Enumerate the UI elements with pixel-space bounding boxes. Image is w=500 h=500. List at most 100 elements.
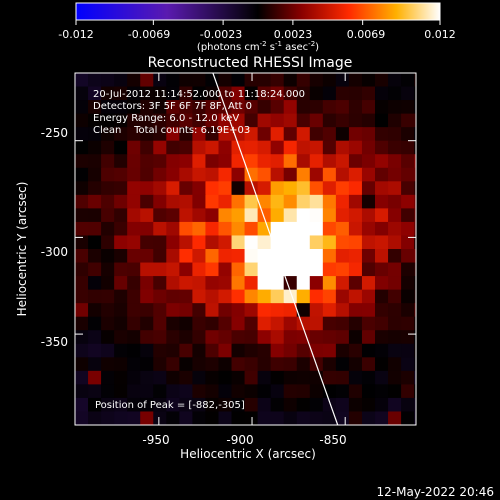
heatmap-cell xyxy=(375,140,389,155)
heatmap-cell xyxy=(127,86,141,101)
heatmap-cell xyxy=(244,140,259,155)
heatmap-cell xyxy=(335,262,350,277)
heatmap-cell xyxy=(388,411,402,425)
colorbar-tick-labels: -0.012 -0.0069 -0.0023 0.0023 0.0069 0.0… xyxy=(58,28,455,41)
heatmap-cell xyxy=(205,221,220,237)
heatmap-cell xyxy=(361,330,376,345)
heatmap-cell xyxy=(166,167,180,182)
heatmap-cell xyxy=(127,262,141,277)
heatmap-cell xyxy=(361,357,376,372)
heatmap-cell xyxy=(101,221,115,237)
heatmap-cell xyxy=(114,262,128,277)
heatmap-cell xyxy=(414,167,416,182)
heatmap-cell xyxy=(348,330,363,345)
heatmap-cell xyxy=(179,73,193,88)
heatmap-cell xyxy=(414,86,416,101)
heatmap-cell xyxy=(244,208,259,223)
heatmap-cell xyxy=(244,73,259,88)
heatmap-cell xyxy=(114,194,128,209)
heatmap-cell xyxy=(75,235,89,250)
heatmap-cell xyxy=(348,100,363,115)
heatmap-cell xyxy=(414,384,416,399)
footer-date: 12-May-2022 20:46 xyxy=(377,485,494,499)
heatmap-cell xyxy=(283,249,298,264)
heatmap-cell xyxy=(166,289,180,304)
heatmap-cell xyxy=(231,86,246,101)
heatmap-cell xyxy=(348,127,363,142)
heatmap-cell xyxy=(75,73,89,88)
heatmap-cell xyxy=(322,221,337,237)
heatmap-cell xyxy=(114,86,128,101)
heatmap-cell xyxy=(231,154,246,169)
heatmap-cell xyxy=(270,221,285,237)
heatmap-cell xyxy=(75,303,89,318)
heatmap-cell xyxy=(153,235,167,250)
heatmap-cell xyxy=(88,262,102,277)
heatmap-cell xyxy=(179,221,193,237)
heatmap-cell xyxy=(322,411,337,425)
heatmap-cell xyxy=(414,140,416,155)
heatmap-cell xyxy=(322,86,337,101)
heatmap-cell xyxy=(401,221,415,237)
heatmap-cell xyxy=(75,343,89,358)
heatmap-cell xyxy=(375,127,389,142)
heatmap-cell xyxy=(205,289,220,304)
heatmap-cell xyxy=(231,181,246,196)
heatmap-cell xyxy=(140,140,154,155)
heatmap-cell xyxy=(192,235,207,250)
heatmap-cell xyxy=(375,154,389,169)
heatmap-cell xyxy=(114,221,128,237)
heatmap-cell xyxy=(322,316,337,331)
heatmap-cell xyxy=(101,86,115,101)
heatmap-cell xyxy=(140,397,154,413)
heatmap-cell xyxy=(75,221,89,237)
heatmap-cell xyxy=(335,343,350,358)
heatmap-cell xyxy=(140,303,154,318)
heatmap-cell xyxy=(335,411,350,425)
heatmap-cell xyxy=(179,249,193,264)
heatmap-cell xyxy=(270,181,285,196)
heatmap-cell xyxy=(153,330,167,345)
heatmap-cell xyxy=(322,370,337,385)
heatmap-cell xyxy=(231,397,246,413)
info-counts: Clean Total counts: 6.19E+03 xyxy=(93,125,250,136)
heatmap-cell xyxy=(192,330,207,345)
heatmap-cell xyxy=(296,140,311,155)
heatmap-cell xyxy=(296,289,311,304)
colorbar-ticks xyxy=(75,20,441,25)
heatmap-cell xyxy=(127,316,141,331)
heatmap-cell xyxy=(257,140,272,155)
heatmap-cell xyxy=(401,316,415,331)
heatmap-cell xyxy=(114,411,128,425)
heatmap-cell xyxy=(361,221,376,237)
heatmap-cell xyxy=(401,289,415,304)
heatmap-cell xyxy=(231,73,246,88)
heatmap-cell xyxy=(401,86,415,101)
heatmap-cell xyxy=(88,276,102,291)
heatmap-cell xyxy=(335,194,350,209)
heatmap-cell xyxy=(127,100,141,115)
heatmap-cell xyxy=(309,235,324,250)
heatmap-cell xyxy=(388,262,402,277)
heatmap-cell xyxy=(309,330,324,345)
heatmap-cell xyxy=(205,397,220,413)
heatmap-cell xyxy=(309,154,324,169)
heatmap-cell xyxy=(153,154,167,169)
heatmap-cell xyxy=(296,194,311,209)
heatmap-cell xyxy=(348,262,363,277)
heatmap-cell xyxy=(114,357,128,372)
heatmap-cell xyxy=(166,343,180,358)
heatmap-cell xyxy=(205,357,220,372)
heatmap-cell xyxy=(257,411,272,425)
heatmap-cell xyxy=(270,194,285,209)
heatmap-cell xyxy=(361,316,376,331)
heatmap-cell xyxy=(335,73,350,88)
heatmap-cell xyxy=(309,208,324,223)
heatmap-cell xyxy=(335,127,350,142)
heatmap-cell xyxy=(192,167,207,182)
heatmap-cell xyxy=(283,208,298,223)
heatmap-cell xyxy=(231,249,246,264)
heatmap-cell xyxy=(375,397,389,413)
heatmap-cell xyxy=(401,113,415,128)
heatmap-cell xyxy=(231,127,246,142)
